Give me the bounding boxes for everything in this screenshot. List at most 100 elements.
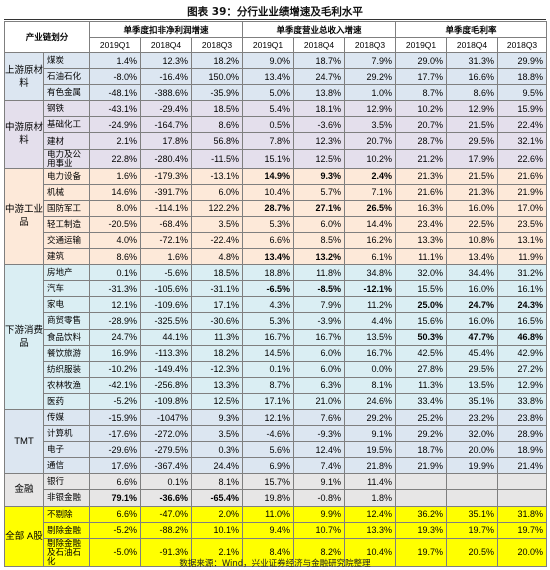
- value-cell: -12.1%: [344, 280, 397, 298]
- table-row: 食品饮料 24.7% 44.1% 11.3% 16.7% 16.7% 13.5% 50.3% 4…: [4, 328, 548, 346]
- value-cell: 13.5%: [344, 328, 397, 346]
- value-cell: 11.9%: [497, 248, 548, 266]
- period-header: 2018Q3: [344, 37, 397, 53]
- value-cell: -109.8%: [140, 392, 193, 410]
- value-cell: 12.3%: [293, 132, 346, 150]
- value-cell: 31.2%: [497, 264, 548, 282]
- value-cell: 21.5%: [446, 116, 499, 134]
- value-cell: 3.5%: [344, 116, 397, 134]
- value-cell: 122.2%: [191, 199, 244, 217]
- period-header: 2018Q4: [140, 37, 193, 53]
- value-cell: -280.4%: [140, 148, 193, 169]
- value-cell: 17.0%: [497, 199, 548, 217]
- period-header: 2018Q4: [446, 37, 499, 53]
- value-cell: 21.6%: [395, 183, 448, 201]
- value-cell: 19.7%: [497, 521, 548, 539]
- value-cell: 14.6%: [89, 183, 142, 201]
- value-cell: 9.5%: [497, 84, 548, 102]
- chain-header: 产业链划分: [3, 21, 91, 53]
- value-cell: 18.1%: [293, 100, 346, 118]
- value-cell: 16.3%: [395, 199, 448, 217]
- table-row: 轻工制造 -20.5% -68.4% 3.5% 5.3% 6.0% 14.4% 23.4% 22…: [4, 215, 548, 233]
- value-cell: 23.2%: [446, 408, 499, 427]
- data-source-note: 数据来源：Wind，兴业证券经济与金融研究院整理: [179, 559, 371, 569]
- value-cell: 16.7%: [344, 344, 397, 362]
- industry-name: 轻工制造: [42, 215, 91, 233]
- value-cell: 0.5%: [242, 116, 295, 134]
- table-row: 基础化工 -24.9% -164.7% 8.6% 0.5% -3.6% 3.5% 20.7% 2…: [4, 116, 548, 134]
- value-cell: 9.9%: [293, 505, 346, 523]
- table-row: 汽车 -31.3% -105.6% -31.1% -6.5% -8.5% -12.1% 15.…: [4, 280, 548, 298]
- industry-name: 餐饮旅游: [42, 344, 91, 362]
- value-cell: -279.5%: [140, 441, 193, 459]
- industry-name: 剔除金融及石油石化: [42, 537, 91, 567]
- value-cell: 16.6%: [446, 68, 499, 86]
- value-cell: 11.3%: [395, 376, 448, 394]
- value-cell: 19.3%: [395, 521, 448, 539]
- value-cell: 17.6%: [89, 457, 142, 475]
- value-cell: 22.5%: [446, 215, 499, 233]
- value-cell: 14.9%: [242, 167, 295, 185]
- value-cell: 5.7%: [293, 183, 346, 201]
- value-cell: 33.8%: [497, 392, 548, 410]
- industry-name: 计算机: [42, 425, 91, 443]
- value-cell: 56.8%: [191, 132, 244, 150]
- value-cell: 21.6%: [497, 167, 548, 185]
- value-cell: 9.1%: [344, 425, 397, 443]
- chain-group-label: 上游原材料: [4, 51, 44, 102]
- value-cell: -164.7%: [140, 116, 193, 134]
- value-cell: 5.4%: [242, 100, 295, 118]
- value-cell: 28.9%: [497, 425, 548, 443]
- value-cell: -31.3%: [89, 280, 142, 298]
- value-cell: 29.5%: [446, 132, 499, 150]
- value-cell: 8.7%: [242, 376, 295, 394]
- value-cell: -65.4%: [191, 489, 244, 507]
- period-header: 2019Q1: [89, 37, 142, 53]
- value-cell: -179.3%: [140, 167, 193, 185]
- value-cell: 13.5%: [446, 376, 499, 394]
- industry-name: 农林牧渔: [42, 376, 91, 394]
- value-cell: 36.2%: [395, 505, 448, 523]
- industry-name: 石油石化: [42, 68, 91, 86]
- value-cell: 29.9%: [497, 51, 548, 70]
- value-cell: -17.6%: [89, 425, 142, 443]
- value-cell: 15.1%: [242, 148, 295, 169]
- value-cell: 21.0%: [293, 392, 346, 410]
- industry-name: 食品饮料: [42, 328, 91, 346]
- value-cell: 13.3%: [344, 521, 397, 539]
- value-cell: 19.8%: [242, 489, 295, 507]
- chain-group-label: 全部 A股: [4, 505, 44, 567]
- value-cell: 6.1%: [344, 248, 397, 266]
- value-cell: 26.5%: [344, 199, 397, 217]
- value-cell: 13.8%: [293, 84, 346, 102]
- value-cell: 7.4%: [293, 457, 346, 475]
- industry-name: 有色金属: [42, 84, 91, 102]
- value-cell: -36.6%: [140, 489, 193, 507]
- value-cell: 27.8%: [395, 360, 448, 378]
- table-row: 电力及公用事业 22.8% -280.4% -11.5% 15.1% 12.5% 10.2%…: [4, 148, 548, 169]
- value-cell: 13.4%: [446, 248, 499, 266]
- value-cell: -4.6%: [242, 425, 295, 443]
- value-cell: 11.0%: [242, 505, 295, 523]
- value-cell: 24.7%: [293, 68, 346, 86]
- value-cell: [446, 473, 499, 491]
- table-row: 中游工业品 电力设备 1.6% -179.3% -13.1% 14.9% 9.3% 2.4% 2…: [4, 167, 548, 266]
- value-cell: 34.8%: [344, 264, 397, 282]
- value-cell: 12.1%: [242, 408, 295, 427]
- value-cell: 32.0%: [446, 425, 499, 443]
- value-cell: 7.8%: [242, 132, 295, 150]
- value-cell: 23.5%: [497, 215, 548, 233]
- value-cell: 2.0%: [191, 505, 244, 523]
- value-cell: 18.8%: [242, 264, 295, 282]
- value-cell: -114.1%: [140, 199, 193, 217]
- value-cell: -8.0%: [89, 68, 142, 86]
- industry-name: 煤炭: [42, 51, 91, 70]
- value-cell: 4.4%: [344, 312, 397, 330]
- value-cell: 18.7%: [395, 441, 448, 459]
- chain-group-label: TMT: [4, 408, 44, 475]
- value-cell: 9.0%: [242, 51, 295, 70]
- value-cell: -72.1%: [140, 231, 193, 250]
- value-cell: 12.1%: [89, 296, 142, 314]
- industry-performance-table: 产业链划分 单季度扣非净利润增速 单季度营业总收入增速 单季度毛利率 2019Q…: [3, 21, 548, 567]
- value-cell: 12.5%: [293, 148, 346, 169]
